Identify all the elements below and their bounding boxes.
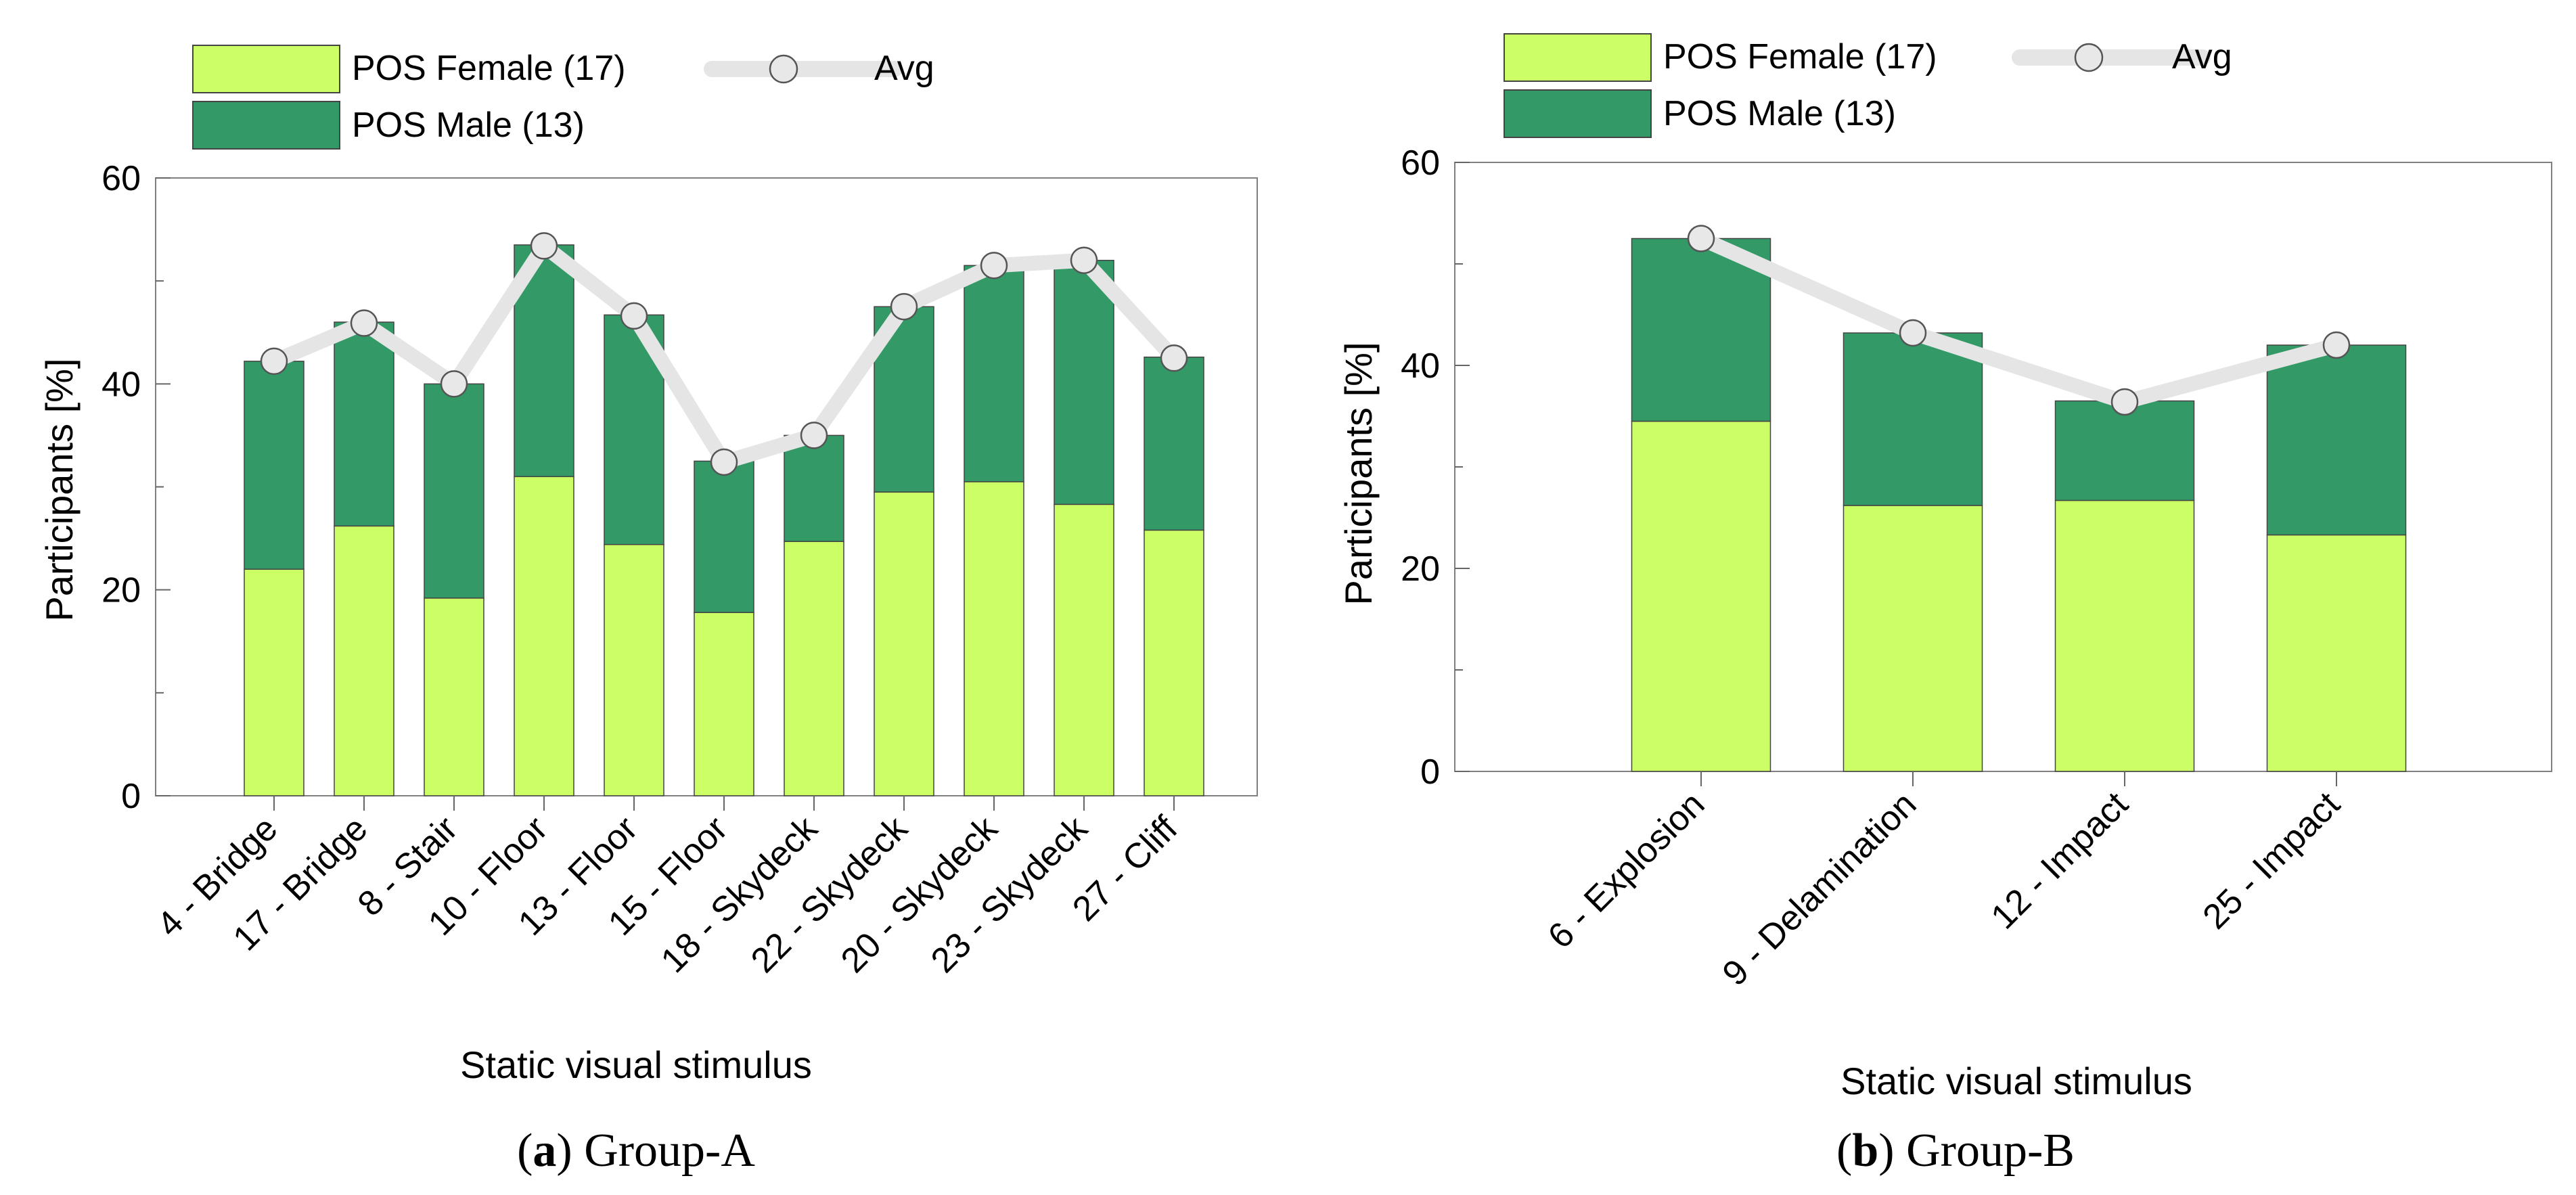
y-tick-label-a: 40 [101, 365, 141, 404]
y-tick-label-a: 20 [101, 571, 141, 610]
legend-group-b: POS Female (17) POS Male (13) Avg [1504, 33, 2232, 138]
avg-marker-b-3 [2322, 331, 2351, 359]
avg-marker-a-0 [260, 347, 288, 376]
bar-male-a-0 [244, 361, 304, 570]
bar-female-a-1 [334, 525, 394, 796]
x-axis-title-b: Static visual stimulus [1840, 1060, 2192, 1102]
bar-female-b-2 [2054, 499, 2195, 772]
avg-marker-b-0 [1687, 225, 1715, 252]
chart-group-a: POS Female (17) POS Male (13) Avg Static… [38, 45, 1258, 1177]
bar-male-b-1 [1843, 332, 1983, 506]
bar-male-a-8 [964, 265, 1024, 482]
avg-marker-a-8 [980, 252, 1008, 279]
caption-b-close: ) [1878, 1125, 1894, 1177]
avg-marker-a-6 [800, 422, 828, 449]
legend-label-female: POS Female (17) [352, 49, 626, 88]
bar-male-b-3 [2266, 344, 2407, 536]
legend-swatch-male [192, 101, 340, 150]
y-tick-label-a: 60 [101, 159, 141, 198]
avg-marker-a-10 [1160, 344, 1188, 372]
x-tick-label-b-2: 12 - Impact [1984, 784, 2136, 937]
avg-line-b [1694, 231, 2344, 409]
bar-female-a-7 [874, 491, 934, 796]
avg-marker-a-2 [440, 370, 468, 398]
avg-marker-a-9 [1070, 246, 1098, 274]
legend-label-female-b: POS Female (17) [1663, 37, 1937, 76]
bar-female-a-0 [244, 568, 304, 796]
bar-female-a-9 [1054, 503, 1114, 796]
y-tick-label-b: 0 [1420, 752, 1440, 792]
legend-avg-marker-b [2074, 43, 2104, 72]
caption-a-letter: a [533, 1125, 556, 1177]
bar-female-b-1 [1843, 505, 1983, 772]
avg-marker-a-3 [530, 232, 558, 260]
bar-male-a-9 [1054, 259, 1114, 505]
bar-female-a-5 [694, 612, 754, 796]
x-axis-title-a: Static visual stimulus [460, 1043, 812, 1086]
legend-swatch-male-b [1504, 89, 1652, 138]
bar-female-b-3 [2266, 534, 2407, 772]
x-tick-label-a-7: 22 - Skydeck [744, 809, 916, 980]
legend-label-avg: Avg [874, 49, 934, 88]
avg-marker-a-5 [710, 448, 738, 476]
x-tick-label-b-0: 6 - Explosion [1541, 784, 1713, 956]
bar-female-a-8 [964, 481, 1024, 796]
y-tick-label-a: 0 [121, 777, 141, 816]
bar-male-b-0 [1631, 238, 1771, 422]
avg-marker-a-1 [350, 309, 378, 337]
caption-b: (b) Group-B [1836, 1125, 2075, 1177]
chart-group-b: POS Female (17) POS Male (13) Avg Static… [1337, 33, 2552, 1177]
bar-female-a-3 [514, 476, 574, 796]
x-tick-label-a-9: 23 - Skydeck [924, 809, 1095, 980]
caption-b-letter: b [1852, 1125, 1878, 1177]
legend-swatch-female-b [1504, 33, 1652, 82]
caption-a-close: ) [556, 1125, 572, 1177]
bar-male-a-2 [424, 383, 484, 599]
bar-female-a-10 [1144, 529, 1204, 796]
bar-male-a-1 [334, 321, 394, 527]
bar-female-a-4 [604, 543, 664, 796]
x-tick-label-a-8: 20 - Skydeck [834, 809, 1005, 980]
y-axis-title-b: Participants [%] [1337, 342, 1380, 605]
legend-label-male: POS Male (13) [352, 106, 585, 145]
y-tick-label-b: 40 [1401, 346, 1440, 386]
y-axis-title-a: Participants [%] [38, 358, 81, 621]
x-tick-label-b-1: 9 - Delamination [1715, 784, 1924, 993]
y-tick-label-b: 20 [1401, 549, 1440, 589]
avg-marker-b-1 [1899, 319, 1927, 347]
bar-female-b-0 [1631, 420, 1771, 772]
caption-a-text: Group-A [572, 1125, 756, 1177]
caption-b-text: Group-B [1895, 1125, 2075, 1177]
avg-marker-a-7 [890, 292, 918, 321]
legend-label-male-b: POS Male (13) [1663, 94, 1896, 133]
caption-b-open: ( [1836, 1125, 1852, 1177]
bar-male-a-10 [1144, 357, 1204, 531]
bar-female-a-2 [424, 598, 484, 796]
y-tick-label-b: 60 [1401, 143, 1440, 183]
legend-avg-marker [769, 54, 798, 84]
bar-female-a-6 [784, 541, 844, 796]
avg-marker-a-4 [620, 302, 648, 330]
legend-group-a: POS Female (17) POS Male (13) Avg [192, 45, 934, 150]
bar-male-a-6 [784, 434, 844, 542]
avg-marker-b-2 [2110, 388, 2139, 416]
bar-male-b-2 [2054, 400, 2195, 501]
legend-swatch-female [192, 45, 340, 93]
caption-a-open: ( [517, 1125, 533, 1177]
bar-male-a-5 [694, 460, 754, 613]
x-tick-label-b-3: 25 - Impact [2196, 784, 2348, 937]
legend-label-avg-b: Avg [2172, 37, 2232, 76]
x-tick-label-a-6: 18 - Skydeck [654, 809, 826, 980]
avg-line-a [267, 238, 1181, 470]
caption-a: (a) Group-A [517, 1125, 755, 1177]
